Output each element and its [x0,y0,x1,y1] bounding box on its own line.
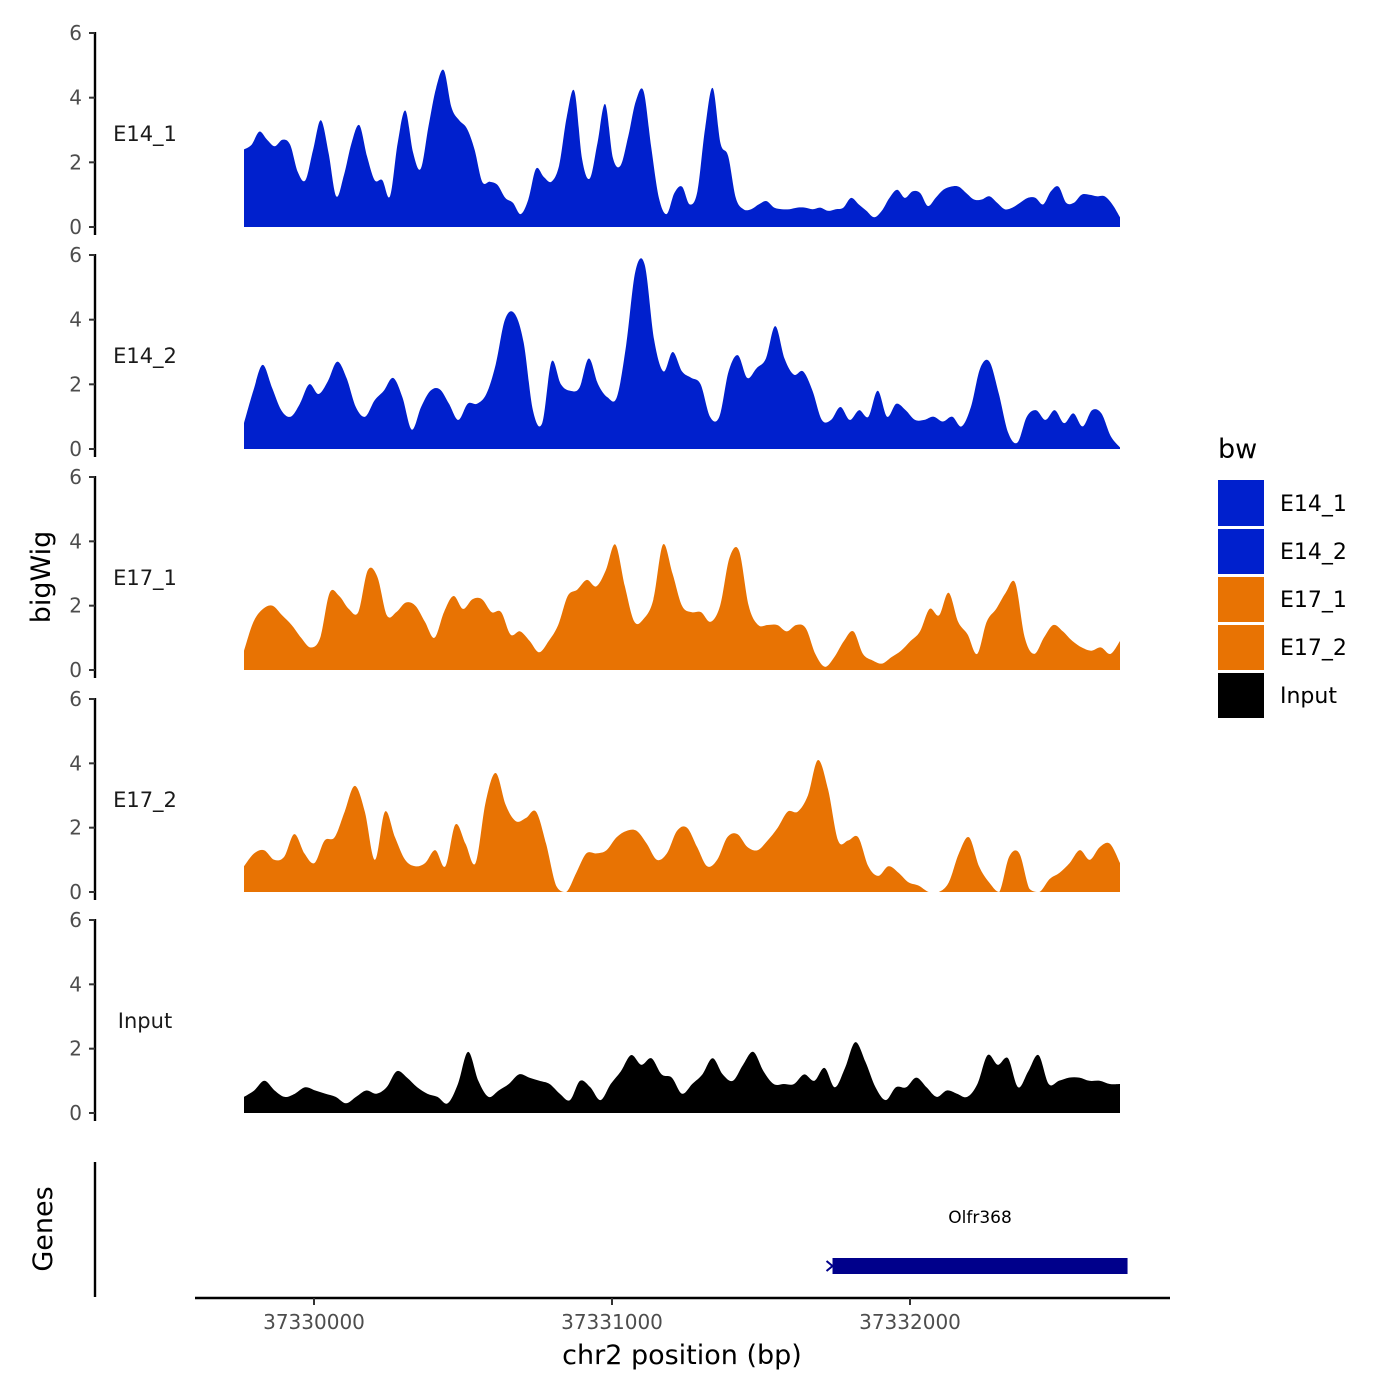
y-tick-label: 6 [69,465,82,489]
y-tick-label: 4 [69,972,82,996]
track-e17-2: 0 2 4 6 E17_2 [69,687,1120,904]
track-label: Input [118,1009,172,1033]
x-tick-label: 37332000 [859,1310,961,1334]
legend-label: E14_1 [1280,492,1347,517]
gene-strand-arrow [825,1260,835,1272]
track-label: E14_2 [113,344,177,369]
y-tick-label: 0 [69,1101,82,1125]
y-tick-label: 6 [69,243,82,267]
y-tick-label: 0 [69,880,82,904]
track-label: E17_2 [113,788,177,813]
legend-swatch [1218,480,1264,526]
track-e17-1: 0 2 4 6 E17_1 [69,465,1120,682]
legend-swatch [1218,624,1264,670]
gene-olfr368: Olfr368 [825,1208,1128,1274]
track-label: E17_1 [113,566,177,591]
track-e14-1: 0 2 4 6 E14_1 [69,21,1120,239]
x-axis: 37330000 37331000 37332000 chr2 position (… [195,1296,1170,1371]
y-tick-label: 4 [69,751,82,775]
y-tick-label: 6 [69,21,82,45]
legend: bw E14_1 E14_2 E17_1 E17_2 Input [1218,434,1347,718]
y-tick-label: 4 [69,529,82,553]
legend-title: bw [1218,434,1257,465]
y-tick-label: 2 [69,1037,82,1061]
x-tick-label: 37330000 [263,1310,365,1334]
legend-swatch [1218,528,1264,574]
y-tick-label: 2 [69,372,82,396]
legend-swatch [1218,576,1264,622]
signal-area [244,258,1120,449]
y-tick-label: 6 [69,687,82,711]
legend-label: E17_1 [1280,588,1347,613]
y-tick-label: 2 [69,816,82,840]
genes-panel: Genes Olfr368 [28,1162,1128,1297]
y-tick-label: 0 [69,658,82,682]
gene-label: Olfr368 [948,1208,1012,1228]
x-tick-label: 37331000 [561,1310,663,1334]
signal-area [244,543,1120,670]
signal-area [244,69,1120,227]
track-input: 0 2 4 6 Input [69,908,1120,1125]
genes-axis-title: Genes [28,1186,59,1271]
y-tick-label: 4 [69,308,82,332]
legend-swatch [1218,672,1264,718]
legend-label: E14_2 [1280,540,1347,565]
signal-area [244,1042,1120,1113]
y-tick-label: 4 [69,86,82,110]
y-tick-label: 6 [69,908,82,932]
track-e14-2: 0 2 4 6 E14_2 [69,243,1120,461]
y-tick-label: 0 [69,437,82,461]
signal-tracks: 0 2 4 6 E14_1 0 2 4 6 E14_2 0 2 4 6 E17_1 0 2 4 6 E17_2 0 2 4 6… [69,21,1120,1125]
y-axis-title: bigWig [26,531,57,624]
y-tick-label: 2 [69,594,82,618]
signal-area [244,760,1120,892]
legend-label: E17_2 [1280,636,1347,661]
y-tick-label: 2 [69,150,82,174]
y-tick-label: 0 [69,215,82,239]
gene-body [832,1258,1128,1274]
x-axis-title: chr2 position (bp) [562,1340,802,1371]
track-label: E14_1 [113,122,177,147]
legend-label: Input [1280,684,1337,709]
